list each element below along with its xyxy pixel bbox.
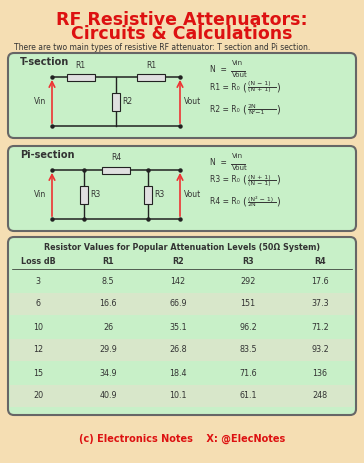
Text: 16.6: 16.6: [99, 300, 117, 308]
Text: Vin: Vin: [232, 153, 243, 159]
Text: (: (: [242, 104, 246, 114]
Text: 34.9: 34.9: [99, 369, 117, 377]
Text: 61.1: 61.1: [239, 392, 257, 400]
Text: 71.6: 71.6: [239, 369, 257, 377]
Text: N  =: N =: [210, 65, 227, 74]
Bar: [10, 338, 354, 361]
Text: R3 = R₀: R3 = R₀: [210, 175, 240, 184]
Text: 2N: 2N: [248, 104, 257, 108]
Text: Vin: Vin: [34, 190, 46, 199]
Bar: [102, 167, 130, 174]
FancyBboxPatch shape: [8, 146, 356, 231]
Text: R4: R4: [314, 257, 326, 265]
FancyBboxPatch shape: [8, 237, 356, 415]
Text: N²−1: N²−1: [248, 110, 264, 114]
Text: 3: 3: [36, 276, 40, 286]
Text: R2 = R₀: R2 = R₀: [210, 105, 240, 113]
Text: 20: 20: [33, 392, 43, 400]
Text: (c) Electronics Notes    X: @ElecNotes: (c) Electronics Notes X: @ElecNotes: [79, 434, 285, 444]
Text: R3: R3: [242, 257, 254, 265]
Text: ): ): [276, 104, 280, 114]
Text: 96.2: 96.2: [239, 323, 257, 332]
Text: 2N: 2N: [248, 202, 257, 207]
Text: 151: 151: [241, 300, 256, 308]
Text: ): ): [276, 197, 280, 207]
Text: Pi-section: Pi-section: [20, 150, 75, 160]
Text: RF Resistive Attenuators:: RF Resistive Attenuators:: [56, 11, 308, 29]
Text: T-section: T-section: [20, 57, 69, 67]
Text: (N − 1): (N − 1): [248, 81, 270, 87]
Bar: [80, 186, 88, 204]
Text: (: (: [242, 175, 246, 185]
Text: (N − 1): (N − 1): [248, 181, 270, 186]
Text: 40.9: 40.9: [99, 392, 117, 400]
Text: Vout: Vout: [184, 190, 201, 199]
Text: Loss dB: Loss dB: [21, 257, 55, 265]
Bar: [10, 384, 354, 407]
Text: ): ): [276, 82, 280, 92]
Text: Vin: Vin: [34, 97, 46, 106]
Text: 10.1: 10.1: [169, 392, 187, 400]
Text: R1: R1: [146, 61, 156, 69]
Text: R1: R1: [102, 257, 114, 265]
Text: ): ): [276, 175, 280, 185]
Text: N  =: N =: [210, 158, 227, 167]
Text: R2: R2: [172, 257, 184, 265]
Text: R1 = R₀: R1 = R₀: [210, 82, 240, 92]
Text: Resistor Values for Popular Attenuation Levels (50Ω System): Resistor Values for Popular Attenuation …: [44, 243, 320, 251]
Text: (N + 1): (N + 1): [248, 175, 270, 180]
Text: R1: R1: [76, 61, 86, 69]
Text: 10: 10: [33, 323, 43, 332]
Text: 37.3: 37.3: [311, 300, 329, 308]
Text: 26: 26: [103, 323, 113, 332]
Text: (: (: [242, 197, 246, 207]
Text: 83.5: 83.5: [239, 345, 257, 355]
Text: R2: R2: [122, 97, 132, 106]
Text: Vout: Vout: [232, 165, 248, 171]
Text: R3: R3: [154, 190, 164, 199]
Text: 66.9: 66.9: [169, 300, 187, 308]
Bar: [67, 74, 95, 81]
Text: 18.4: 18.4: [169, 369, 187, 377]
Bar: [112, 93, 120, 111]
Text: 136: 136: [313, 369, 328, 377]
Text: R4: R4: [111, 154, 121, 163]
Text: 8.5: 8.5: [102, 276, 114, 286]
Text: (N² − 1): (N² − 1): [248, 196, 273, 202]
Text: 71.2: 71.2: [311, 323, 329, 332]
Text: 292: 292: [240, 276, 256, 286]
Text: Vout: Vout: [232, 72, 248, 78]
Text: 93.2: 93.2: [311, 345, 329, 355]
Text: Vin: Vin: [232, 60, 243, 66]
Text: 15: 15: [33, 369, 43, 377]
Text: 6: 6: [36, 300, 40, 308]
Text: 35.1: 35.1: [169, 323, 187, 332]
Text: Vout: Vout: [184, 97, 201, 106]
Text: 12: 12: [33, 345, 43, 355]
Bar: [137, 74, 165, 81]
Bar: [144, 186, 152, 204]
Text: 26.8: 26.8: [169, 345, 187, 355]
Text: R4 = R₀: R4 = R₀: [210, 198, 240, 206]
Text: There are two main types of resistive RF attenuator: T section and Pi section.: There are two main types of resistive RF…: [14, 43, 310, 51]
Text: 142: 142: [170, 276, 186, 286]
FancyBboxPatch shape: [8, 53, 356, 138]
Text: 248: 248: [312, 392, 328, 400]
Bar: [10, 293, 354, 314]
Text: R3: R3: [90, 190, 100, 199]
Text: 17.6: 17.6: [311, 276, 329, 286]
Text: (: (: [242, 82, 246, 92]
Text: 29.9: 29.9: [99, 345, 117, 355]
Text: (N + 1): (N + 1): [248, 88, 270, 93]
Text: Circuits & Calculations: Circuits & Calculations: [71, 25, 293, 43]
